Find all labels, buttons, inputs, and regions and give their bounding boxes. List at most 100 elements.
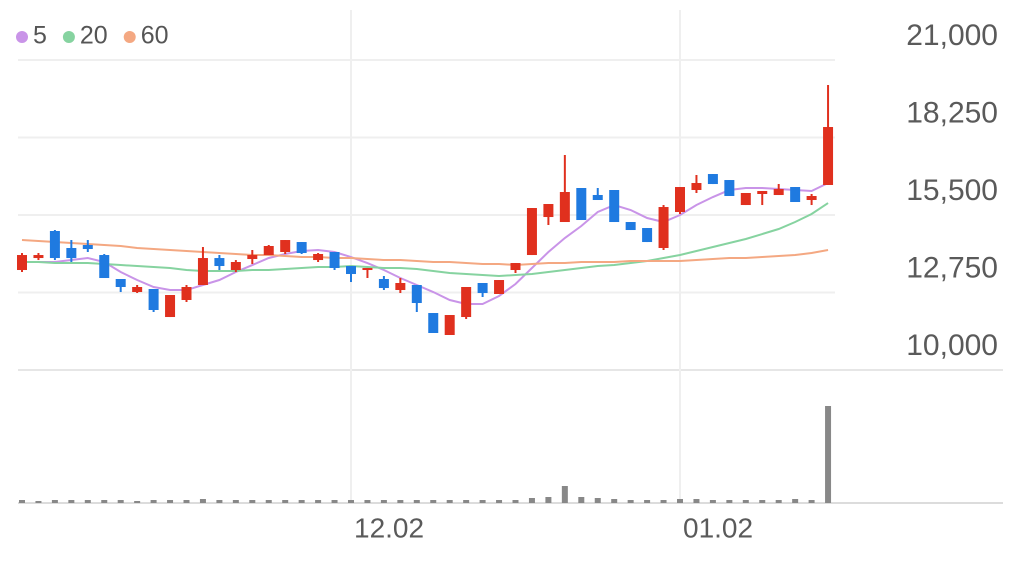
volume-bar (315, 500, 322, 503)
volume-bar (660, 500, 667, 503)
volume-bar (413, 500, 420, 503)
candle-body (230, 262, 241, 271)
legend-label: 20 (80, 22, 108, 50)
volume-bar (216, 500, 223, 503)
candle-body (296, 242, 307, 254)
candle-body (428, 313, 439, 333)
volume-bar (561, 486, 568, 503)
volume-bar (775, 500, 782, 503)
volume-bar (167, 500, 174, 503)
legend-marker (123, 31, 136, 43)
volume-bar (709, 500, 716, 503)
volume-bar (348, 500, 354, 503)
candle-body (214, 258, 225, 267)
candle-body (99, 255, 110, 279)
candle-body (675, 187, 685, 213)
volume-bar (644, 500, 651, 503)
volume-bar (101, 500, 108, 503)
volume-bar (298, 500, 305, 503)
volume-bar (446, 500, 453, 503)
candle-body (329, 252, 340, 269)
candle-body (559, 192, 570, 223)
y-tick-label: 10,000 (906, 329, 998, 362)
candle-body (148, 289, 159, 311)
volume-bar (397, 500, 404, 503)
volume-bar (627, 500, 634, 503)
volume-bar (759, 500, 766, 503)
candle-body (66, 248, 77, 259)
candle-body (576, 188, 587, 221)
legend-marker (16, 31, 28, 43)
volume-bar (792, 499, 799, 503)
candle-body (790, 187, 801, 203)
candle-body (132, 287, 143, 293)
volume-bar (512, 500, 519, 503)
volume-bar (808, 500, 815, 503)
ma-line (22, 182, 829, 305)
volume-bar (430, 500, 437, 503)
candle-body (806, 196, 817, 201)
candle-body (165, 295, 176, 318)
candle-body (773, 189, 784, 196)
volume-bar (134, 501, 141, 503)
candle-body (115, 279, 126, 288)
candle-body (33, 255, 44, 259)
candle-body (313, 254, 324, 261)
candle-body (17, 255, 27, 271)
candle-body (823, 127, 834, 185)
legend-marker (62, 31, 75, 43)
y-tick-label: 15,500 (906, 174, 998, 207)
volume-bar (693, 499, 700, 503)
ma-line (21, 239, 829, 267)
candle-body (280, 240, 291, 253)
candle-body (494, 280, 505, 294)
candle-body (461, 287, 472, 318)
candle-body (82, 245, 93, 250)
volume-bar (35, 501, 42, 503)
candle-body (181, 287, 192, 300)
candle-body (740, 192, 751, 206)
volume-bar (117, 500, 124, 503)
candle-body (247, 255, 258, 260)
ma-line (22, 202, 829, 278)
candle-body (510, 263, 521, 271)
candle-body (658, 207, 669, 249)
candle-body (197, 258, 208, 286)
candle-body (362, 268, 373, 271)
volume-bar (578, 497, 585, 503)
x-tick-label: 01.02 (683, 512, 753, 543)
candle-body (707, 174, 718, 185)
volume-bar (232, 500, 239, 503)
volume-bar (84, 500, 91, 503)
volume-bar (364, 500, 371, 503)
volume-bar (68, 500, 75, 503)
candle-body (444, 315, 455, 335)
volume-bar (331, 500, 338, 503)
volume-bar (150, 500, 157, 503)
candle-body (378, 279, 389, 289)
volume-bar (19, 500, 25, 503)
volume-bar (594, 498, 601, 503)
candle-body (642, 228, 653, 243)
volume-bar (825, 406, 832, 503)
volume-bar (545, 497, 552, 503)
candle-body (625, 222, 636, 231)
volume-bar (199, 499, 206, 503)
volume-bar (496, 500, 503, 503)
volume-bar (265, 500, 272, 503)
volume-bar (726, 500, 733, 503)
volume-bar (380, 500, 387, 503)
volume-bar (611, 499, 618, 503)
candle-body (543, 204, 554, 218)
candle-body (395, 283, 406, 291)
volume-bar (742, 500, 749, 503)
candle-body (477, 283, 488, 294)
candle-body (526, 208, 537, 256)
candle-body (263, 246, 274, 256)
candle-body (346, 266, 356, 275)
volume-bar (479, 500, 486, 503)
volume-bar (677, 499, 683, 503)
y-tick-label: 21,000 (906, 19, 998, 52)
x-tick-label: 12.02 (354, 512, 424, 543)
legend: 5 20 60 (16, 22, 169, 50)
